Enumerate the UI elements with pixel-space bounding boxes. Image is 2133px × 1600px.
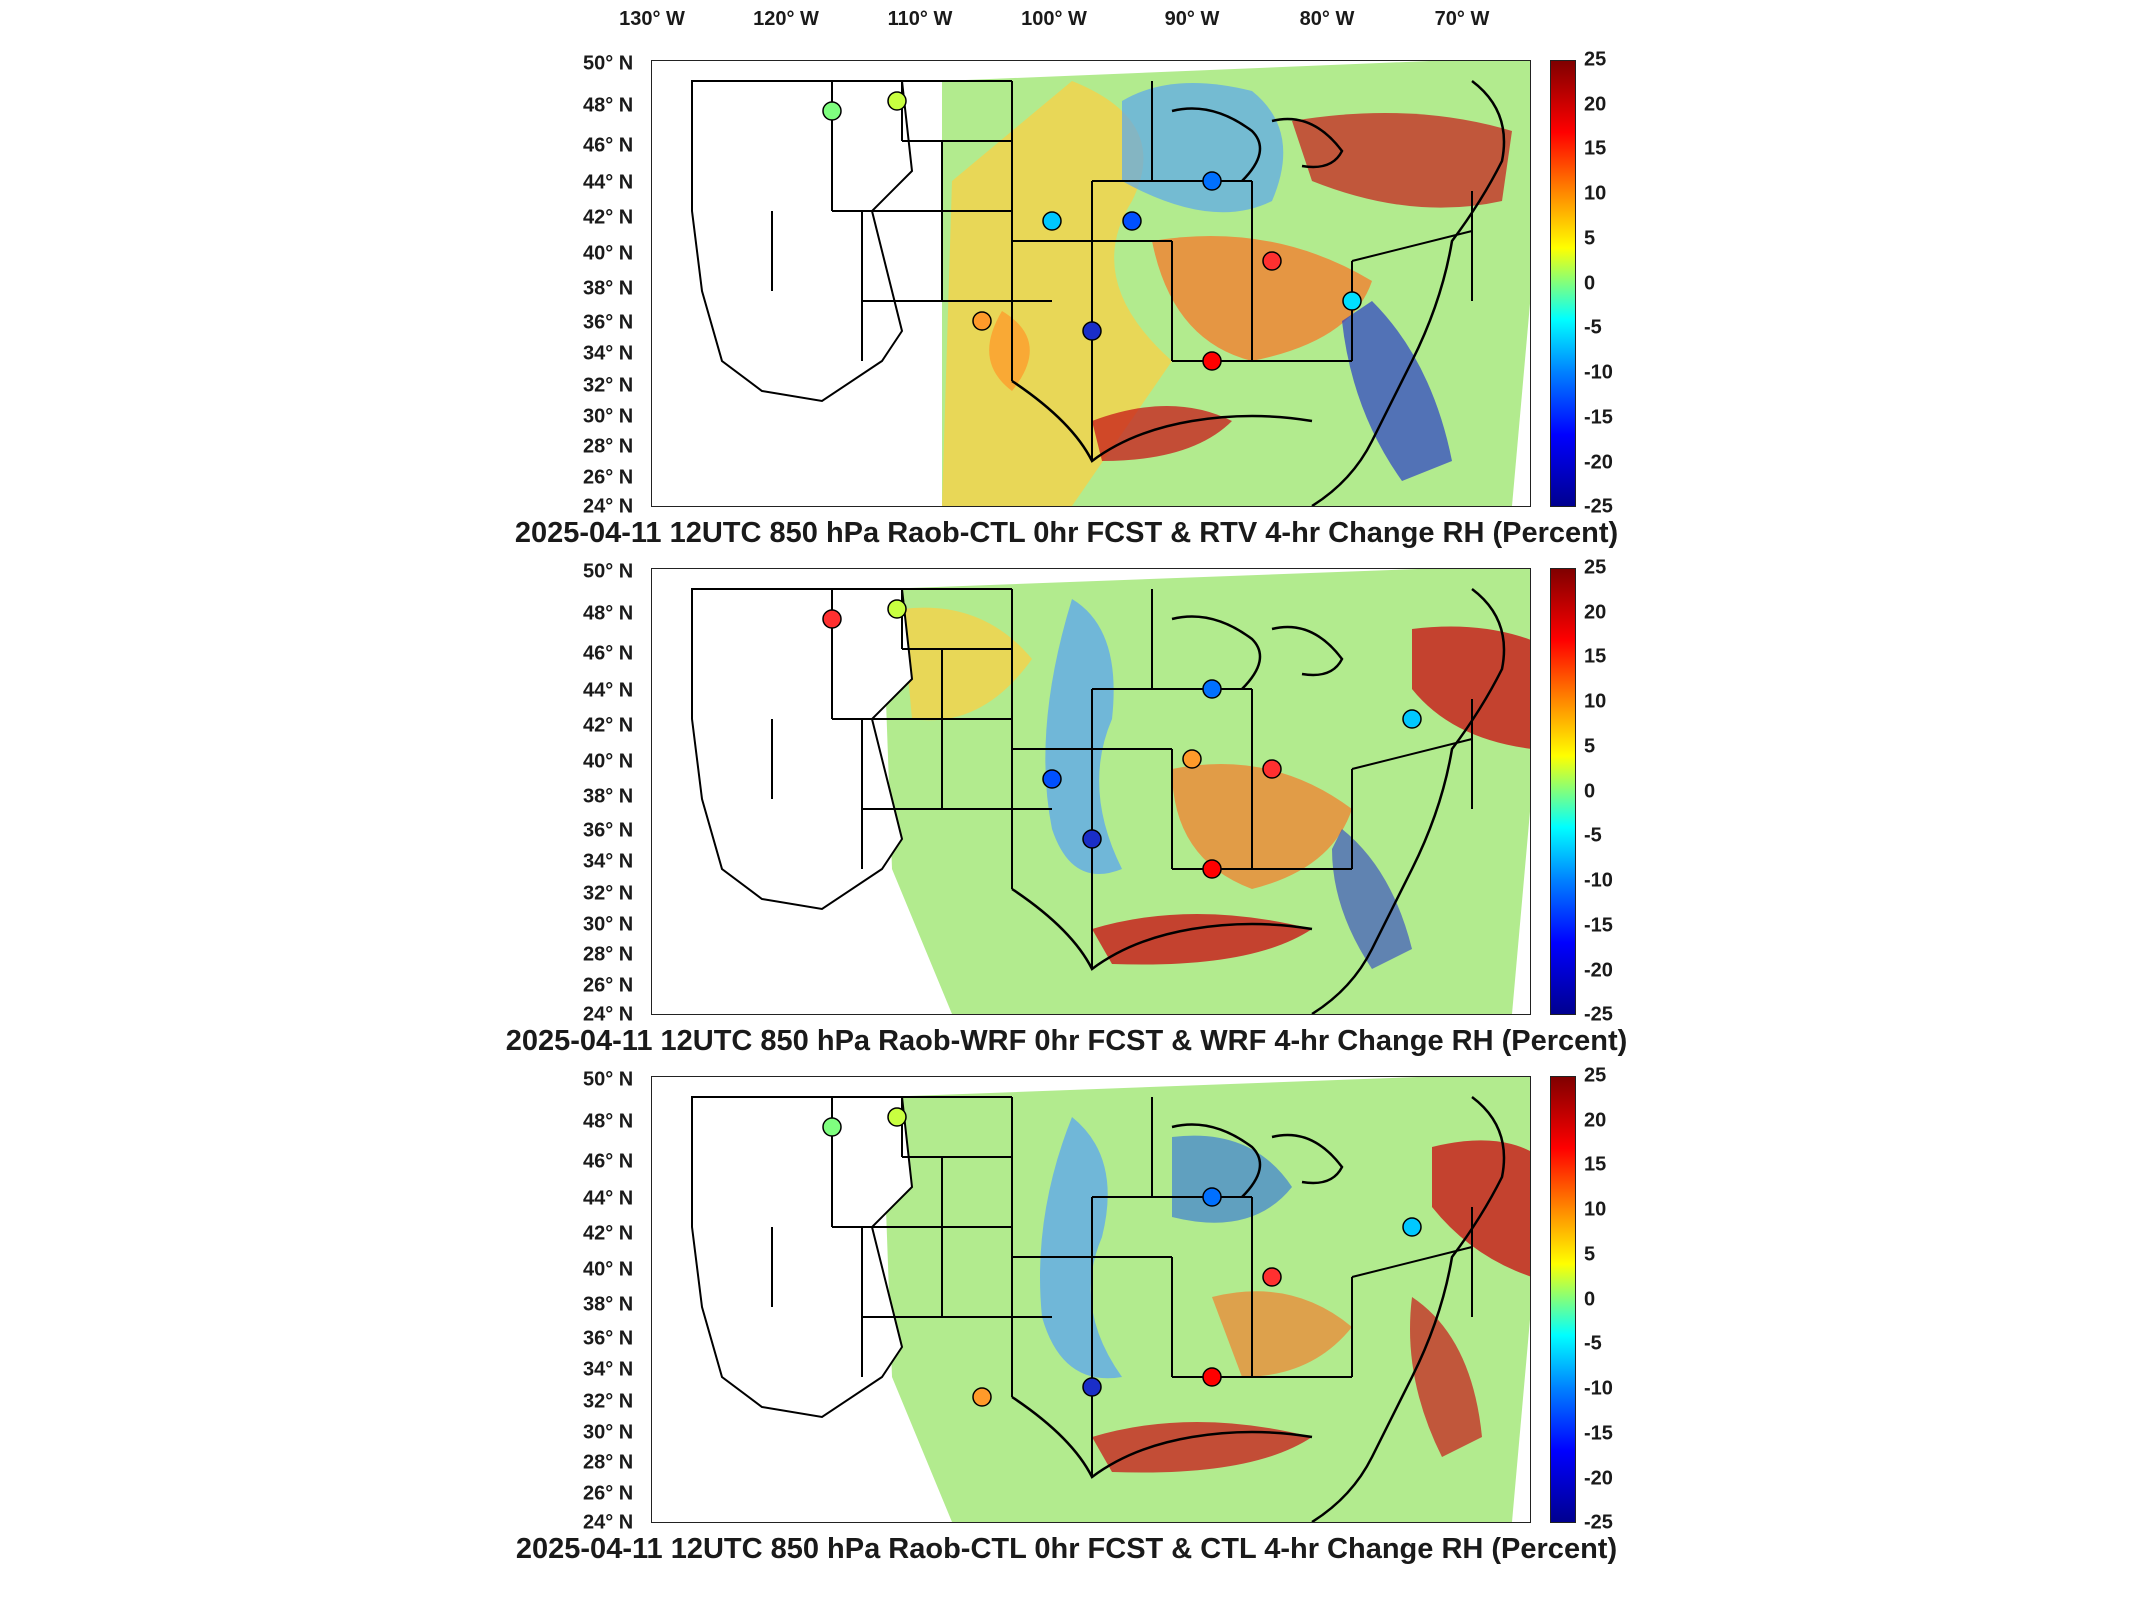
lat-label: 40° N [583,1258,634,1281]
lat-label: 28° N [583,943,634,966]
colorbar-tick: 10 [1584,182,1607,205]
rh-change-map [691,61,1530,506]
lat-label: 44° N [583,171,634,194]
panel-title: 2025-04-11 12UTC 850 hPa Raob-CTL 0hr FC… [515,1533,1618,1565]
colorbar-tick: 25 [1584,1064,1607,1087]
lat-label: 38° N [583,1293,634,1316]
lat-label: 34° N [583,850,634,873]
rh-change-map [691,569,1530,1014]
colorbar-tick: -15 [1584,1422,1613,1445]
lat-label: 50° N [583,560,634,583]
lat-label: 24° N [583,495,634,518]
colorbar-tick: -10 [1584,869,1613,892]
lat-label: 28° N [583,1451,634,1474]
colorbar-tick: 5 [1584,227,1596,250]
lat-label: 38° N [583,785,634,808]
lat-label: 36° N [583,819,634,842]
lat-label: 48° N [583,602,634,625]
lat-label: 26° N [583,1482,634,1505]
colorbar-tick: 15 [1584,645,1607,668]
lat-label: 40° N [583,242,634,265]
lat-label: 34° N [583,342,634,365]
map-panel-1: 50° N 48° N 46° N 44° N 42° N 40° N 38° … [0,49,2133,570]
lat-label: 44° N [583,679,634,702]
colorbar-tick: -5 [1584,316,1602,339]
map-panel-3: 50° N 48° N 46° N 44° N 42° N 40° N 38° … [0,1065,2133,1586]
lon-label: 130° W [619,8,685,30]
lat-label: 28° N [583,435,634,458]
colorbar-tick: 0 [1584,1288,1596,1311]
lat-label: 50° N [583,1068,634,1091]
panel-title: 2025-04-11 12UTC 850 hPa Raob-CTL 0hr FC… [514,517,1619,549]
lon-label: 120° W [753,8,819,30]
colorbar-tick: -5 [1584,824,1602,847]
lat-label: 38° N [583,277,634,300]
colorbar-tick: 10 [1584,1198,1607,1221]
lon-label: 100° W [1021,8,1087,30]
lat-label: 46° N [583,134,634,157]
colorbar-tick: -10 [1584,361,1613,384]
colorbar [1550,60,1576,507]
colorbar-tick: 20 [1584,93,1607,116]
lat-label: 44° N [583,1187,634,1210]
lat-label: 42° N [583,714,634,737]
lat-label: 36° N [583,311,634,334]
colorbar [1550,568,1576,1015]
lon-label: 70° W [1434,8,1490,30]
lon-label: 80° W [1299,8,1355,30]
lat-label: 48° N [583,94,634,117]
lat-label: 30° N [583,1421,634,1444]
colorbar-tick: -25 [1584,495,1613,518]
lat-label: 32° N [583,374,634,397]
colorbar-tick: -20 [1584,959,1613,982]
lat-label: 40° N [583,750,634,773]
lat-label: 24° N [583,1003,634,1026]
colorbar-tick: -10 [1584,1377,1613,1400]
colorbar-tick: -15 [1584,914,1613,937]
lat-label: 48° N [583,1110,634,1133]
rh-change-map [691,1077,1530,1522]
lat-label: 26° N [583,974,634,997]
lat-label: 32° N [583,1390,634,1413]
lat-label: 46° N [583,642,634,665]
colorbar-tick: 25 [1584,556,1607,579]
colorbar-tick: 15 [1584,1153,1607,1176]
colorbar-tick: -5 [1584,1332,1602,1355]
lat-label: 36° N [583,1327,634,1350]
colorbar-tick: 25 [1584,48,1607,71]
colorbar-tick: 20 [1584,601,1607,624]
colorbar-tick: -20 [1584,451,1613,474]
map-frame [651,60,1531,507]
colorbar-tick: 15 [1584,137,1607,160]
colorbar [1550,1076,1576,1523]
lat-label: 46° N [583,1150,634,1173]
lat-label: 42° N [583,1222,634,1245]
colorbar-tick: 0 [1584,780,1596,803]
map-frame [651,1076,1531,1523]
lat-label: 42° N [583,206,634,229]
longitude-axis: 130° W 120° W 110° W 100° W 90° W 80° W … [0,0,2133,40]
lat-label: 50° N [583,52,634,75]
colorbar-tick: 5 [1584,735,1596,758]
lat-label: 26° N [583,466,634,489]
lat-label: 24° N [583,1511,634,1534]
colorbar-tick: -25 [1584,1003,1613,1026]
lon-label: 90° W [1164,8,1220,30]
lat-label: 34° N [583,1358,634,1381]
colorbar-tick: -25 [1584,1511,1613,1534]
lat-label: 30° N [583,913,634,936]
colorbar-tick: -20 [1584,1467,1613,1490]
colorbar-tick: 20 [1584,1109,1607,1132]
colorbar-tick: 10 [1584,690,1607,713]
colorbar-tick: -15 [1584,406,1613,429]
lon-label: 110° W [887,8,953,30]
lat-label: 32° N [583,882,634,905]
map-panel-2: 50° N 48° N 46° N 44° N 42° N 40° N 38° … [0,557,2133,1078]
colorbar-tick: 5 [1584,1243,1596,1266]
panel-title: 2025-04-11 12UTC 850 hPa Raob-WRF 0hr FC… [505,1025,1628,1057]
lat-label: 30° N [583,405,634,428]
colorbar-tick: 0 [1584,272,1596,295]
map-frame [651,568,1531,1015]
